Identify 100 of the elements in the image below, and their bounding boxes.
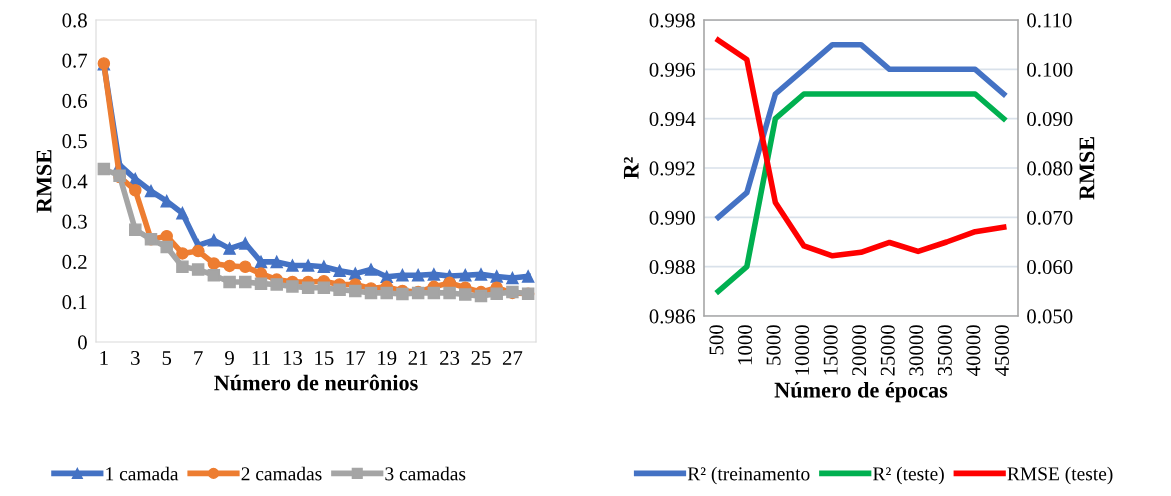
point [239,275,252,289]
point [427,268,441,281]
y-tick-label: 0.2 [62,254,87,270]
legend-label: RMSE (teste) [1007,466,1113,485]
point [317,260,331,273]
x-tick-label: 20000 [852,325,867,376]
point [301,281,315,294]
y2-tick-label: 0.070 [1027,210,1073,225]
y-tick-label: 0.992 [649,161,695,176]
point [427,286,441,300]
x-tick-label: 30000 [909,325,924,376]
x-tick-label: 5000 [766,325,781,365]
point [207,233,221,247]
y-tick-label: 0.8 [62,13,87,28]
y-axis-title: R² [623,157,639,179]
y-tick-label: 0.986 [649,309,696,324]
point [207,257,221,270]
y-tick-label: 0.5 [62,134,87,149]
point [396,268,409,282]
legend-label: 3 camadas [385,466,466,481]
point [254,255,268,269]
point [129,223,142,236]
point [443,286,456,300]
x-tick-label: 21 [408,350,428,365]
x-tick-label: 1 [100,351,108,365]
x-tick-label: 17 [346,351,366,365]
y-tick-label: 0.988 [649,260,695,275]
point [474,289,488,303]
x-tick-label: 9 [225,350,234,365]
point [191,244,205,258]
point [239,260,252,273]
point [411,268,425,282]
legend-label: R² (teste) [873,466,944,485]
point [223,275,236,289]
x-axis-title: Número de épocas [774,381,948,403]
y2-axis-title: RMSE [1079,137,1095,200]
y2-tick-label: 0.100 [1027,62,1073,77]
x-tick-label: 3 [131,350,140,365]
x-tick-label: 5 [162,351,172,365]
point [506,271,519,285]
point [191,263,205,276]
point [317,281,331,294]
point [349,284,362,298]
point [301,259,315,272]
point [521,270,535,283]
y2-tick-label: 0.060 [1027,260,1073,275]
y2-tick-label: 0.080 [1027,161,1073,176]
point [270,255,283,269]
x-tick-label: 10000 [795,325,810,375]
point [286,259,299,272]
point [176,206,189,220]
y2-tick-label: 0.050 [1027,309,1073,324]
point [270,278,283,291]
y-tick-label: 0.998 [649,13,695,28]
point [176,260,189,273]
y2-tick-label: 0.090 [1027,112,1073,127]
point [223,259,236,273]
legend-label: 2 camadas [241,466,322,481]
point [333,283,346,296]
point [380,286,393,300]
x-tick-label: 25000 [880,325,895,376]
point [254,277,268,290]
x-tick-label: 13 [283,350,303,365]
x-tick-label: 45000 [994,325,1009,377]
point [333,264,346,278]
y-tick-label: 0.994 [649,112,696,127]
point [286,280,299,293]
point [129,172,142,186]
point [459,268,472,282]
x-tick-label: 15000 [823,325,838,375]
y-tick-label: 0.4 [62,174,88,189]
x-tick-label: 1000 [737,325,753,365]
legend-label: 1 camada [106,466,179,481]
point [223,242,236,255]
y-tick-label: 0.1 [62,295,87,310]
point [364,286,378,300]
point [349,267,362,280]
point [160,194,173,208]
point [176,247,189,260]
x-tick-label: 15 [315,351,334,365]
point [490,270,503,283]
y-axis-title: RMSE [36,150,52,213]
y-tick-label: 0.990 [649,210,695,225]
y-tick-label: 0.996 [649,62,696,77]
x-tick-label: 500 [709,325,724,355]
y-tick-label: 0.7 [62,53,88,68]
x-tick-label: 35000 [937,325,952,376]
x-tick-label: 11 [252,351,270,365]
y-tick-label: 0.3 [62,214,87,229]
x-tick-label: 40000 [966,325,981,377]
x-tick-label: 27 [502,350,523,365]
y2-tick-label: 0.110 [1027,13,1072,28]
x-tick-label: 19 [378,350,397,365]
point [97,162,111,176]
y-tick-label: 0 [78,335,87,350]
x-tick-label: 25 [471,350,491,365]
point [160,240,173,254]
legend-label: R² (treinamento [687,466,810,485]
x-axis-title: Número de neurônios [214,374,418,391]
x-tick-label: 7 [194,351,203,365]
